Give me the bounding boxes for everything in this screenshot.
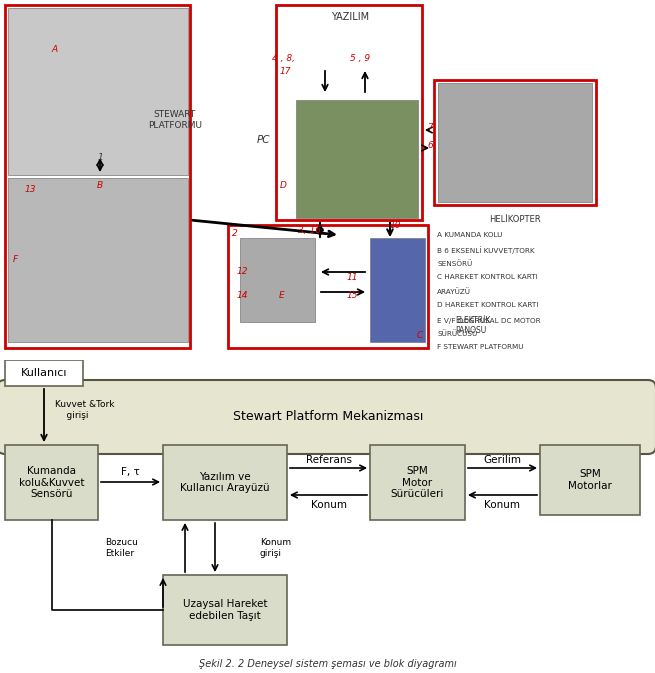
Text: F STEWART PLATFORMU: F STEWART PLATFORMU — [437, 344, 523, 350]
Text: Stewart Platform Mekanizması: Stewart Platform Mekanizması — [233, 411, 423, 423]
Bar — [8, 8, 188, 175]
FancyBboxPatch shape — [540, 445, 640, 515]
Text: F, τ: F, τ — [121, 467, 140, 477]
Text: Bozucu
Etkiler: Bozucu Etkiler — [105, 538, 138, 558]
FancyBboxPatch shape — [5, 360, 83, 386]
Text: D HAREKET KONTROL KARTI: D HAREKET KONTROL KARTI — [437, 302, 538, 308]
Text: E: E — [279, 291, 285, 299]
Bar — [5, 5, 190, 348]
Text: A: A — [52, 46, 58, 55]
Bar — [434, 80, 596, 205]
Bar — [228, 225, 428, 348]
Text: ARAYÜZÜ: ARAYÜZÜ — [437, 288, 471, 295]
Text: SÜRÜCÜSÜ: SÜRÜCÜSÜ — [437, 330, 477, 337]
Text: SENSÖRÜ: SENSÖRÜ — [437, 260, 472, 267]
Text: 14: 14 — [236, 291, 248, 299]
Text: F: F — [12, 256, 18, 264]
Text: 10: 10 — [389, 221, 401, 229]
Text: 3, 16: 3, 16 — [299, 225, 322, 234]
Bar — [370, 238, 425, 342]
Bar — [296, 100, 418, 218]
Bar — [438, 83, 592, 202]
Text: E V/F DOĞRUSAL DC MOTOR: E V/F DOĞRUSAL DC MOTOR — [437, 316, 540, 324]
Text: B 6 EKSENLİ KUVVET/TORK: B 6 EKSENLİ KUVVET/TORK — [437, 246, 534, 254]
FancyBboxPatch shape — [370, 445, 465, 520]
Text: 13: 13 — [24, 186, 36, 194]
Bar — [276, 5, 422, 220]
Text: Gerilim: Gerilim — [483, 455, 521, 465]
FancyBboxPatch shape — [5, 445, 98, 520]
Text: YAZILIM: YAZILIM — [331, 12, 369, 22]
Text: Yazılım ve
Kullanıcı Arayüzü: Yazılım ve Kullanıcı Arayüzü — [180, 472, 270, 493]
FancyBboxPatch shape — [163, 575, 287, 645]
Text: 6: 6 — [427, 141, 433, 149]
FancyBboxPatch shape — [0, 380, 655, 454]
Text: 4 , 8,: 4 , 8, — [272, 53, 295, 63]
Bar — [240, 238, 315, 322]
Text: ELEKTRİK
PANOSU: ELEKTRİK PANOSU — [455, 316, 491, 335]
Text: Uzaysal Hareket
edebilen Taşıt: Uzaysal Hareket edebilen Taşıt — [183, 599, 267, 621]
Text: Kullanıcı: Kullanıcı — [21, 368, 67, 378]
Text: B: B — [97, 180, 103, 190]
Text: Konum: Konum — [484, 500, 520, 510]
Text: 17: 17 — [279, 67, 291, 77]
Text: Konum
girişi: Konum girişi — [260, 538, 291, 558]
Text: 5 , 9: 5 , 9 — [350, 53, 370, 63]
Text: Konum: Konum — [311, 500, 347, 510]
Text: 11: 11 — [346, 273, 358, 283]
Text: D: D — [280, 180, 286, 190]
Text: 12: 12 — [236, 267, 248, 277]
Text: 1: 1 — [97, 153, 103, 162]
Text: A KUMANDA KOLU: A KUMANDA KOLU — [437, 232, 502, 238]
Text: Şekil 2. 2 Deneysel sistem şeması ve blok diyagramı: Şekil 2. 2 Deneysel sistem şeması ve blo… — [199, 659, 457, 669]
Text: C HAREKET KONTROL KARTI: C HAREKET KONTROL KARTI — [437, 274, 538, 280]
FancyBboxPatch shape — [163, 445, 287, 520]
Text: Kumanda
kolu&Kuvvet
Sensörü: Kumanda kolu&Kuvvet Sensörü — [19, 466, 84, 499]
Text: 2: 2 — [232, 229, 238, 238]
Text: C: C — [417, 330, 423, 339]
Text: PC: PC — [256, 135, 270, 145]
Bar — [8, 178, 188, 342]
Text: 15: 15 — [346, 291, 358, 299]
Text: STEWART
PLATFORMU: STEWART PLATFORMU — [148, 110, 202, 130]
Text: SPM
Motor
Sürücüleri: SPM Motor Sürücüleri — [391, 466, 444, 499]
Text: HELİKOPTER: HELİKOPTER — [489, 215, 541, 224]
Text: Referans: Referans — [306, 455, 352, 465]
Text: SPM
Motorlar: SPM Motorlar — [568, 469, 612, 491]
Text: 7: 7 — [427, 124, 433, 133]
Text: Kuvvet &Tork
    girişi: Kuvvet &Tork girişi — [55, 400, 115, 420]
